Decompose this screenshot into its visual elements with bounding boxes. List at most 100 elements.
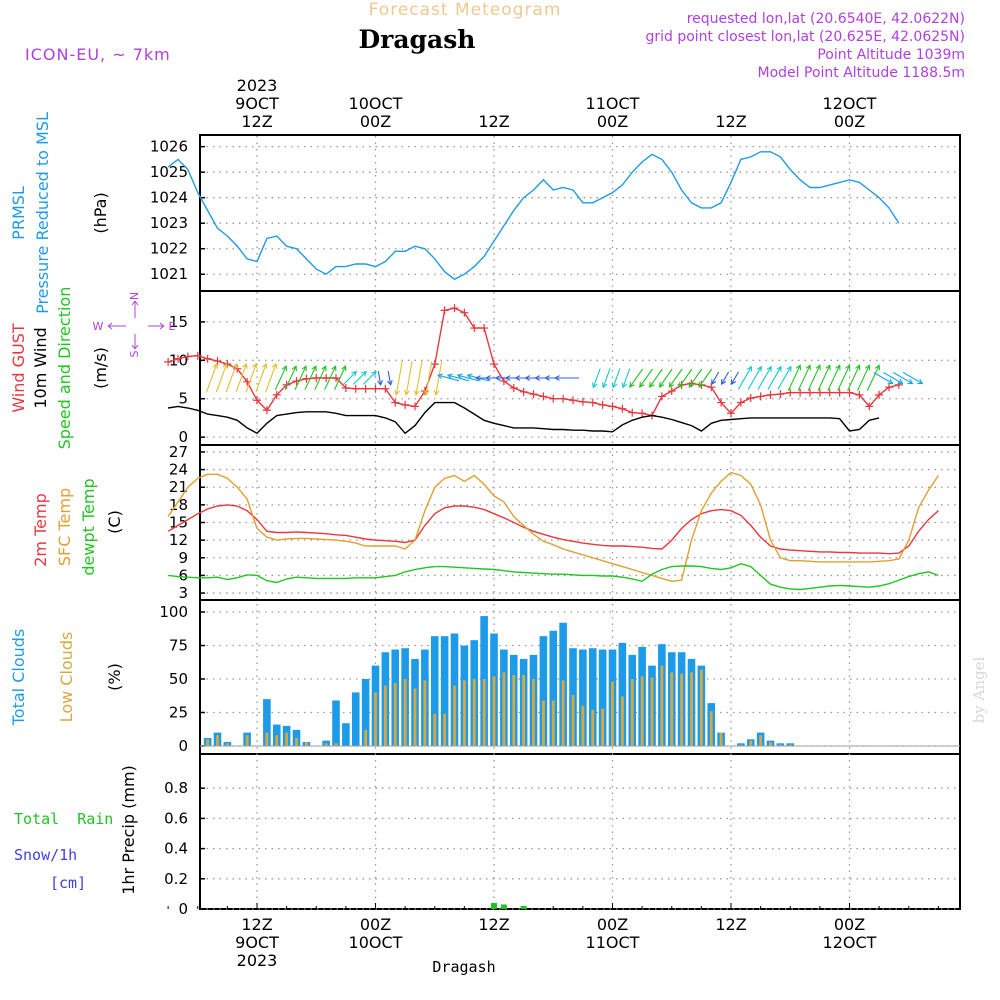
wind-gust-marker xyxy=(588,398,597,407)
low-clouds-label: Low Clouds xyxy=(57,632,76,723)
wind-arrow xyxy=(787,364,802,391)
low-cloud-bar xyxy=(532,679,535,746)
wind-gust-marker xyxy=(174,354,182,363)
wind-gust-marker xyxy=(825,388,834,397)
y-tick-label: 6 xyxy=(178,566,188,584)
temp-dewpt-line xyxy=(168,562,939,591)
wind-gust-marker xyxy=(717,398,726,407)
chart-title: Dragash xyxy=(359,25,476,54)
chart-subtitle: Forecast Meteogram xyxy=(369,0,562,20)
y-tick-label: 24 xyxy=(169,461,188,479)
wind-arrow xyxy=(294,365,307,391)
wind-gust-marker xyxy=(322,373,331,382)
prmsl-label: PRMSL xyxy=(9,186,28,240)
rain-bar xyxy=(491,902,497,909)
wind-gust-marker xyxy=(480,324,489,333)
low-cloud-bar xyxy=(462,680,466,746)
wind-gust-marker xyxy=(341,383,350,392)
bottom-time-label: 2023 xyxy=(237,951,278,970)
wind-arrow xyxy=(817,364,831,391)
wind-gust-marker xyxy=(578,397,587,406)
snow-unit-label: [cm] xyxy=(50,874,86,892)
wind-arrow xyxy=(377,371,383,387)
wind-arrow xyxy=(215,362,228,393)
low-cloud-bar xyxy=(403,679,407,746)
low-cloud-bar xyxy=(788,744,792,746)
low-cloud-bar xyxy=(719,732,723,746)
y-tick-label: 3 xyxy=(178,584,188,602)
y-tick-label: 50 xyxy=(169,670,188,688)
wind-arrow xyxy=(255,362,268,393)
model-label: ICON-EU, ~ 7km xyxy=(25,45,171,64)
wind-gust-marker xyxy=(203,354,212,363)
wind-arrow xyxy=(394,361,403,396)
wind-arrow xyxy=(433,361,443,396)
low-cloud-bar xyxy=(640,676,644,746)
wind-gust-marker xyxy=(835,388,844,397)
wind-gust-marker xyxy=(262,406,271,415)
y-tick-label: 5 xyxy=(178,390,188,408)
y-tick-label: 12 xyxy=(169,531,188,549)
low-cloud-bar xyxy=(433,713,437,746)
wind-arrow xyxy=(225,362,238,393)
wind-gust-marker xyxy=(213,357,222,366)
total-cloud-bar xyxy=(598,649,607,746)
y-tick-label: 0 xyxy=(178,900,188,918)
top-time-label: 9OCT xyxy=(235,94,279,113)
wind-arrow xyxy=(362,370,377,385)
wind-arrow xyxy=(777,365,792,390)
low-cloud-bar xyxy=(522,674,526,746)
wind-arrow xyxy=(847,364,861,391)
y-tick-label: 25 xyxy=(169,703,188,721)
low-cloud-bar xyxy=(778,744,782,746)
wind-gust-marker xyxy=(470,324,479,333)
low-cloud-bar xyxy=(393,683,397,746)
bottom-time-label: 00Z xyxy=(834,915,865,934)
low-cloud-bar xyxy=(571,695,575,746)
total-clouds-label: Total Clouds xyxy=(9,629,28,727)
temp-dewpt-label: dewpt Temp xyxy=(79,478,98,575)
low-cloud-bar xyxy=(699,669,703,746)
low-cloud-bar xyxy=(690,672,693,746)
wind-arrow xyxy=(284,365,297,391)
precip-panel xyxy=(199,753,961,910)
wind-gust-marker xyxy=(776,390,785,399)
low-cloud-bar xyxy=(443,713,447,746)
wind-gust-marker xyxy=(845,388,854,397)
wind-gust-marker xyxy=(894,380,903,389)
wind-gust-marker xyxy=(253,396,261,405)
temp-2m-label: 2m Temp xyxy=(31,493,50,567)
y-tick-label: 15 xyxy=(169,313,188,331)
wind-arrow xyxy=(902,372,924,385)
wind-direction-label: Speed and Direction xyxy=(55,287,74,450)
wind-gust-marker xyxy=(559,394,568,403)
wind-arrow xyxy=(721,371,730,386)
bottom-time-label: 10OCT xyxy=(349,933,403,952)
y-axis-ticks: 1021102210231024102510260510153691215182… xyxy=(150,138,939,918)
y-tick-label: 21 xyxy=(169,478,188,496)
wind-gust-marker xyxy=(312,373,321,382)
wind-gust-marker xyxy=(756,392,765,401)
low-cloud-bar xyxy=(482,679,486,746)
top-time-label: 2023 xyxy=(237,76,278,95)
wind-arrow xyxy=(621,368,631,389)
y-tick-label: 0.8 xyxy=(164,779,188,797)
wind-gust-marker xyxy=(638,409,647,418)
wind-gust-marker xyxy=(509,383,518,392)
wind-gust-marker xyxy=(549,394,558,403)
low-cloud-bar xyxy=(670,672,674,746)
cloud-bars xyxy=(200,616,960,747)
wind-arrow xyxy=(668,368,683,388)
low-cloud-bar xyxy=(472,679,476,746)
wind-arrow xyxy=(629,368,644,388)
footer-location: Dragash xyxy=(432,958,495,976)
top-time-label: 12OCT xyxy=(823,94,877,113)
y-tick-label: 27 xyxy=(169,443,188,461)
wind-gust-marker xyxy=(539,392,548,401)
wind-gust-marker xyxy=(430,360,439,369)
low-cloud-bar xyxy=(295,737,298,746)
y-tick-label: 0 xyxy=(178,737,188,755)
rain-bar xyxy=(520,905,527,909)
rain-bar xyxy=(500,904,507,909)
y-tick-label: 100 xyxy=(159,603,188,621)
